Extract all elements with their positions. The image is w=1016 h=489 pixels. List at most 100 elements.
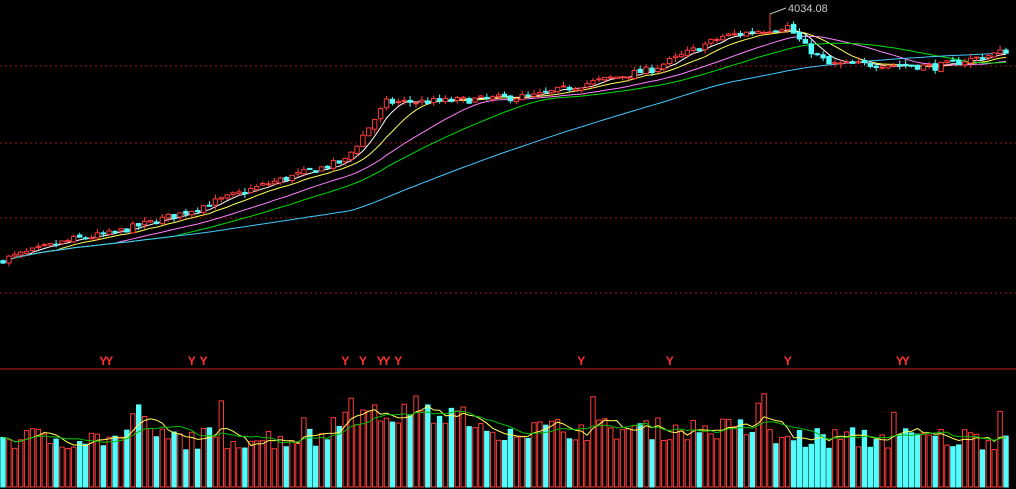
volume-bar	[248, 440, 254, 488]
volume-bar	[218, 400, 225, 488]
candle-body	[501, 93, 508, 97]
volume-bar	[513, 436, 519, 488]
candle-body	[531, 93, 537, 97]
volume-bar	[324, 439, 331, 488]
volume-bar	[0, 436, 6, 488]
candle-body	[690, 47, 696, 51]
volume-bar	[277, 436, 284, 488]
volume-ma-lines	[2, 405, 1007, 447]
volume-bar	[490, 431, 496, 488]
volume-bar	[454, 410, 461, 488]
volume-bar	[12, 447, 18, 488]
volume-bar	[572, 439, 578, 488]
candle-body	[596, 78, 602, 81]
volume-bar	[802, 446, 809, 488]
candle-body	[537, 92, 543, 95]
candle-body	[731, 33, 738, 36]
volume-bar	[885, 447, 891, 488]
candle-body	[932, 63, 938, 71]
candle-body	[849, 61, 856, 64]
volume-bar	[596, 419, 602, 488]
moving-average-lines	[2, 29, 1007, 264]
volume-bar	[484, 430, 490, 488]
volume-bar	[118, 436, 124, 488]
volume-bar	[684, 439, 691, 488]
volume-bar	[460, 406, 466, 488]
volume-bar	[431, 422, 437, 488]
candle-body	[94, 232, 101, 239]
volume-bar	[77, 441, 83, 488]
volume-bar	[295, 443, 301, 488]
volume-bar	[920, 432, 927, 488]
candle-body	[649, 67, 655, 74]
price-grid	[0, 65, 1016, 370]
candle-body	[153, 221, 160, 225]
candle-body	[708, 38, 714, 44]
volume-bar	[124, 429, 130, 488]
candle-body	[431, 97, 437, 104]
volume-bar	[867, 446, 873, 488]
candle-body	[118, 228, 124, 232]
volume-bar	[71, 446, 77, 488]
candle-body	[873, 65, 879, 69]
candle-body	[59, 240, 65, 245]
price-candles	[0, 14, 1009, 267]
candle-body	[389, 98, 396, 104]
annotation-leader	[769, 7, 787, 15]
candle-body	[47, 243, 53, 246]
signal-marker: Y	[377, 354, 385, 368]
candle-body	[141, 220, 148, 226]
candle-body	[460, 96, 466, 100]
volume-bar	[726, 419, 732, 488]
volume-bar	[761, 393, 767, 488]
volume-bar	[230, 440, 236, 488]
volume-bar	[631, 425, 637, 488]
volume-bar	[926, 434, 932, 488]
volume-bar	[814, 428, 820, 488]
volume-bar	[212, 436, 219, 488]
candle-body	[136, 223, 142, 227]
vol_ma2-line	[2, 410, 1007, 444]
volume-bar	[18, 439, 24, 488]
volume-bar	[543, 424, 549, 488]
candle-body	[838, 62, 844, 65]
high-annotation: 4034.08	[769, 3, 828, 15]
candle-body	[820, 54, 826, 59]
candle-body	[236, 191, 242, 194]
candle-body	[962, 61, 968, 66]
candle-body	[979, 57, 986, 60]
candle-body	[608, 76, 614, 79]
volume-bar	[200, 427, 207, 488]
candle-body	[790, 23, 797, 34]
candle-body	[678, 53, 685, 58]
volume-bar	[6, 439, 12, 488]
signal-marker: Y	[359, 354, 367, 368]
volume-bar	[254, 440, 260, 488]
candle-body	[525, 94, 531, 97]
candle-body	[200, 205, 207, 213]
candle-body	[383, 98, 390, 109]
candle-body	[265, 183, 272, 186]
volume-bar	[678, 430, 685, 488]
volume-bar	[141, 416, 148, 488]
volume-bar	[318, 433, 325, 488]
volume-bar	[578, 424, 584, 488]
candle-body	[785, 25, 791, 31]
volume-bar	[342, 411, 348, 488]
candle-body	[826, 56, 832, 65]
candle-body	[23, 250, 30, 254]
volume-bar	[94, 433, 101, 488]
candle-body	[590, 80, 596, 85]
candle-body	[436, 98, 443, 102]
volume-bar	[590, 396, 596, 488]
annotation-label: 4034.08	[788, 3, 828, 15]
volume-bar	[608, 427, 614, 488]
candle-body	[507, 95, 514, 102]
candle-body	[737, 32, 744, 36]
volume-bar	[991, 448, 997, 488]
candle-body	[973, 56, 980, 59]
volume-bar	[832, 429, 838, 488]
volume-bar	[177, 433, 183, 488]
volume-bar	[785, 435, 791, 488]
